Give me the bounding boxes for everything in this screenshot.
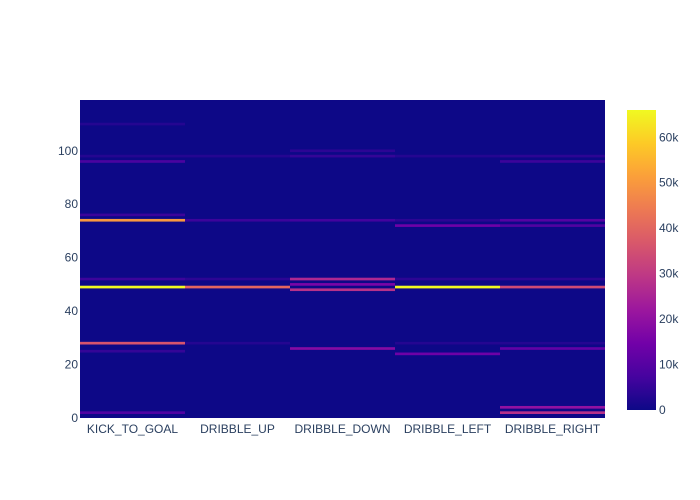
heatmap-cell [80,213,185,217]
heatmap-cell [500,277,605,281]
heatmap-cell [500,154,605,158]
colorbar-tick-label: 0 [659,403,666,417]
heatmap-cell [290,277,395,281]
heatmap-cell [80,122,185,126]
y-axis: 0 20 40 60 80 100 [58,144,78,425]
heatmap-cell [500,405,605,409]
heatmap-cell [500,347,605,350]
heatmap-cell [290,218,395,222]
heatmap-cell [185,285,290,289]
y-tick-label: 20 [65,358,79,372]
x-tick-label: DRIBBLE_DOWN [294,422,390,436]
heatmap-cell [395,341,500,345]
colorbar-tick-label: 60k [659,130,679,144]
heatmap-cell [395,352,500,356]
colorbar-tick-label: 50k [659,176,679,190]
heatmap-cell [80,411,185,414]
heatmap-cell [290,154,395,158]
heatmap-cell [80,349,185,353]
heatmap-cell [80,277,185,281]
y-tick-label: 100 [58,144,78,158]
heatmap-cell [500,218,605,222]
colorbar: 0 10k 20k 30k 40k 50k 60k [627,110,679,417]
heatmap-cell [500,285,605,289]
heatmap-cell [80,154,185,158]
heatmap-cell [80,341,185,345]
heatmap-cell [500,160,605,163]
heatmap-cell [395,218,500,222]
y-tick-label: 0 [71,411,78,425]
x-tick-label: DRIBBLE_LEFT [404,422,492,436]
colorbar-tick-label: 10k [659,358,679,372]
x-axis: KICK_TO_GOAL DRIBBLE_UP DRIBBLE_DOWN DRIBBL… [87,422,601,436]
heatmap-cell [395,277,500,281]
plot-area [80,100,605,418]
heatmap-cell [185,218,290,222]
heatmap-cell [290,347,395,350]
y-tick-label: 80 [65,197,79,211]
heatmap-cell [500,411,605,414]
y-tick-label: 40 [65,304,79,318]
x-tick-label: KICK_TO_GOAL [87,422,178,436]
heatmap-cell [395,285,500,289]
heatmap-cell [395,224,500,227]
colorbar-tick-label: 30k [659,267,679,281]
x-tick-label: DRIBBLE_UP [200,422,275,436]
colorbar-gradient [627,110,656,410]
heatmap-cell [185,341,290,345]
heatmap-cell [500,224,605,227]
colorbar-tick-label: 20k [659,312,679,326]
heatmap-cell [500,341,605,345]
heatmap-cell [80,218,185,222]
heatmap-base [80,100,605,418]
heatmap-cell [185,154,290,158]
heatmap-cell [80,160,185,163]
heatmap-cell [290,149,395,153]
heatmap-cell [290,288,395,292]
colorbar-tick-label: 40k [659,221,679,235]
heatmap-cell [80,285,185,289]
heatmap-cell [395,154,500,158]
heatmap-cell [290,283,395,286]
x-tick-label: DRIBBLE_RIGHT [505,422,601,436]
y-tick-label: 60 [65,251,79,265]
heatmap-cell [185,277,290,281]
